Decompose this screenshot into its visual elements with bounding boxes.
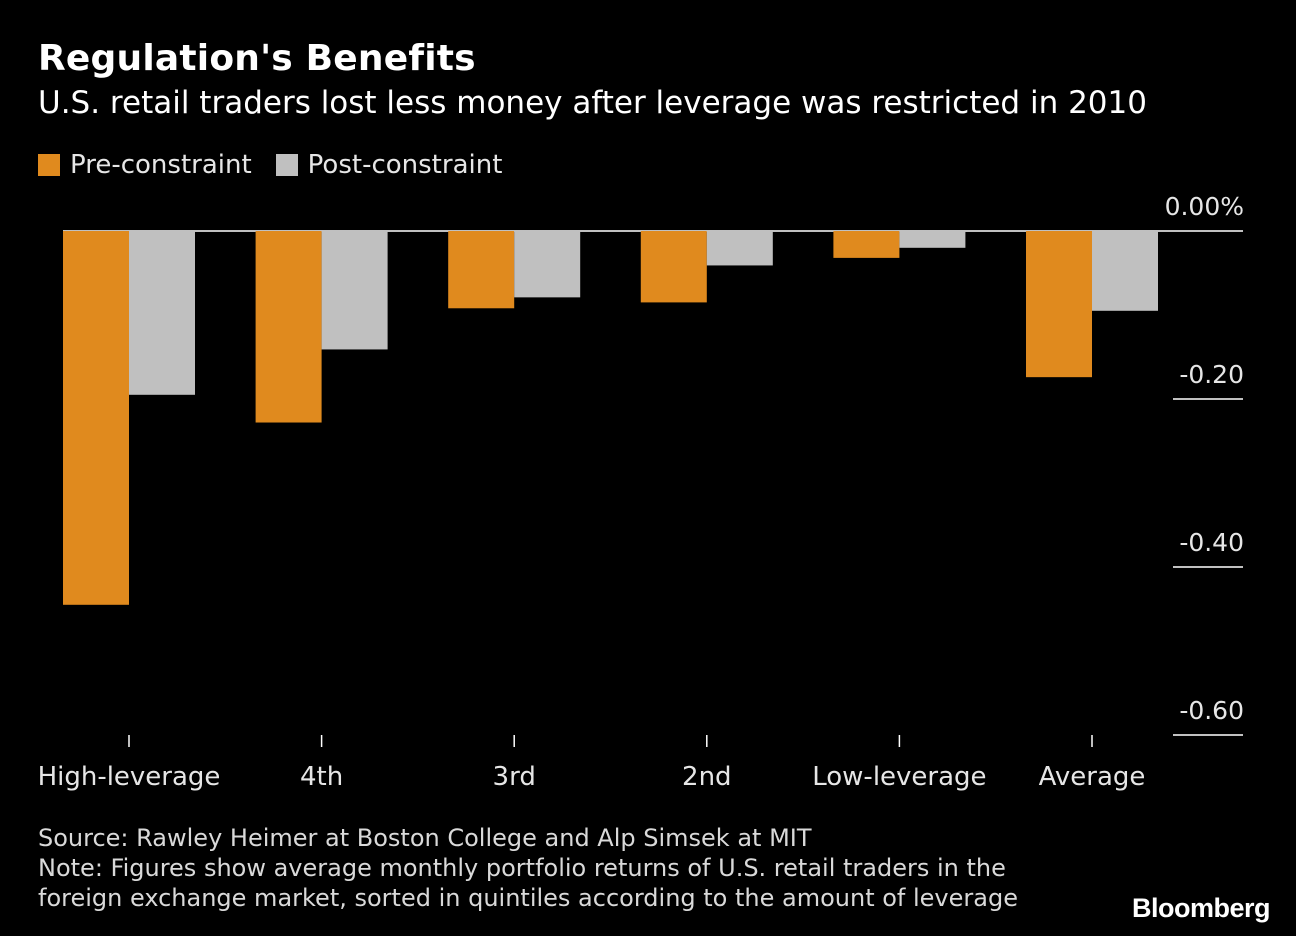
x-tick-label-1: 4th [300, 762, 343, 792]
y-tick-label-2: -0.40 [1179, 528, 1244, 557]
bar-post-5 [1092, 231, 1158, 311]
x-tick-label-4: Low-leverage [812, 762, 986, 792]
legend-item-post: Post-constraint [275, 150, 503, 180]
bar-pre-5 [1026, 231, 1092, 378]
chart-title: Regulation's Benefits [38, 38, 476, 79]
x-tick-label-2: 3rd [493, 762, 536, 792]
y-tick-label-3: -0.60 [1179, 696, 1244, 725]
bar-post-3 [706, 231, 773, 266]
legend-label-pre: Pre-constraint [70, 150, 252, 180]
legend-swatch-pre [38, 154, 60, 176]
bar-post-0 [129, 231, 195, 395]
bar-post-1 [321, 231, 388, 350]
bar-pre-1 [255, 231, 322, 423]
legend-label-post: Post-constraint [307, 150, 503, 180]
bar-pre-0 [63, 231, 129, 605]
bloomberg-logo: Bloomberg [1131, 893, 1271, 923]
legend-swatch-post [275, 154, 298, 176]
note-text-line-1: Note: Figures show average monthly portf… [38, 854, 1006, 882]
legend: Pre-constraint Post-constraint [38, 150, 526, 180]
y-tick-label-1: -0.20 [1179, 360, 1244, 389]
x-tick-label-0: High-leverage [38, 762, 221, 792]
source-text: Source: Rawley Heimer at Boston College … [38, 824, 812, 852]
footer-notes: Source: Rawley Heimer at Boston College … [38, 823, 1018, 913]
x-tick-label-5: Average [1039, 762, 1146, 792]
bar-post-2 [514, 231, 581, 298]
bar-pre-2 [448, 231, 515, 309]
legend-item-pre: Pre-constraint [38, 150, 252, 180]
note-text-line-2: foreign exchange market, sorted in quint… [38, 884, 1018, 912]
bar-pre-4 [833, 231, 900, 258]
x-tick-label-3: 2nd [682, 762, 732, 792]
bar-pre-3 [640, 231, 707, 303]
chart-subtitle: U.S. retail traders lost less money afte… [38, 85, 1147, 121]
y-tick-label-0: 0.00% [1165, 192, 1244, 221]
bar-post-4 [899, 231, 966, 248]
